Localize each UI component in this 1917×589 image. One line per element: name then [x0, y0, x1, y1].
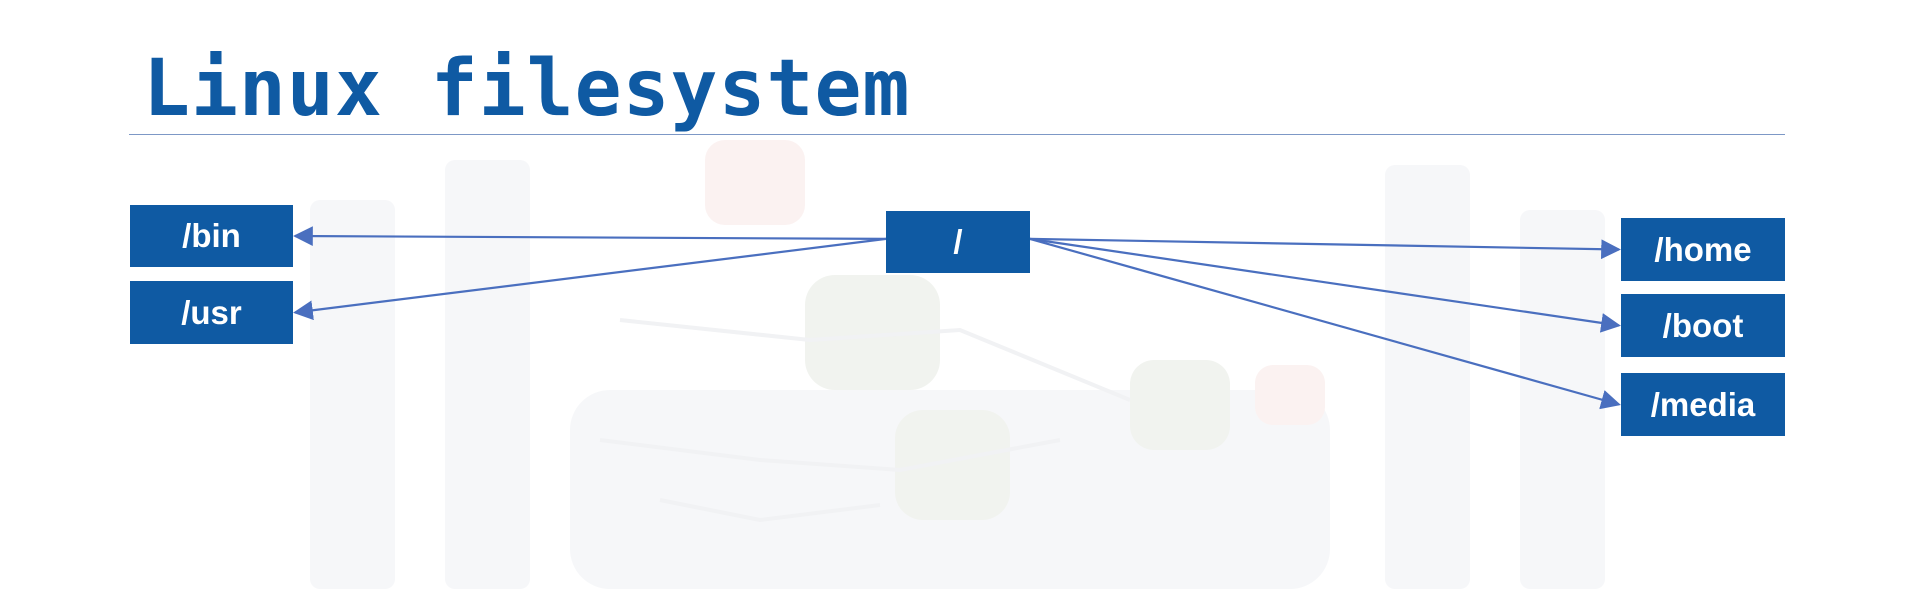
node-root-label: /: [953, 223, 963, 260]
arrow-root-to-bin: [293, 226, 887, 246]
arrow-root-to-boot: [1029, 237, 1621, 333]
node-media: /media: [1621, 373, 1785, 436]
arrow-root-to-media: [1029, 237, 1621, 410]
node-home: /home: [1621, 218, 1785, 281]
node-boot-label: /boot: [1662, 306, 1744, 344]
node-media-label: /media: [1650, 385, 1756, 423]
node-bin-label: /bin: [182, 217, 241, 254]
node-boot: /boot: [1621, 294, 1785, 357]
node-root: /: [886, 211, 1030, 273]
node-home-label: /home: [1654, 230, 1752, 268]
arrow-root-to-usr: [293, 237, 887, 321]
node-usr: /usr: [130, 281, 293, 344]
node-usr-label: /usr: [181, 293, 242, 331]
node-bin: /bin: [130, 205, 293, 267]
arrow-root-to-home: [1029, 237, 1621, 260]
page-title: Linux filesystem: [143, 44, 911, 134]
title-divider: [129, 134, 1785, 135]
